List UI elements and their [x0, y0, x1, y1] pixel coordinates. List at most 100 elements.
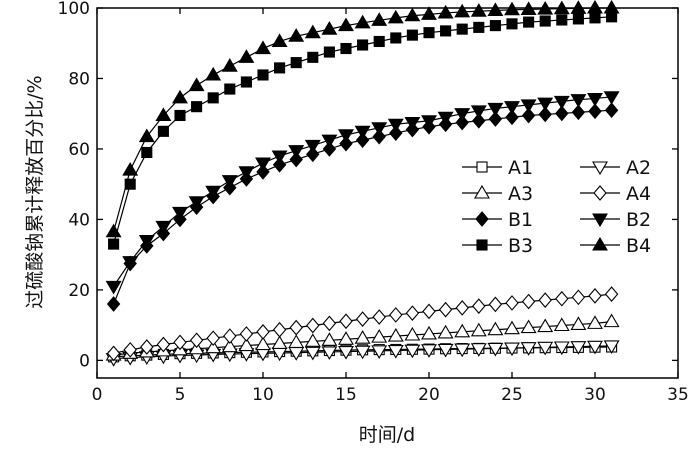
x-tick-label: 30: [584, 385, 606, 405]
data-point-a4: [389, 307, 403, 323]
data-point-b1: [289, 151, 303, 168]
legend-label: B2: [626, 209, 651, 231]
data-point-b4: [421, 6, 437, 20]
data-point-b1: [106, 296, 121, 312]
legend-marker: [592, 161, 608, 176]
data-point-b3: [191, 101, 203, 113]
data-point-b2: [354, 125, 371, 140]
data-point-b2: [205, 185, 222, 200]
data-point-b2: [454, 108, 471, 122]
data-point-b4: [387, 9, 404, 24]
data-point-b4: [487, 2, 504, 17]
data-point-a4: [223, 328, 237, 344]
data-point-b1: [588, 103, 602, 120]
data-point-a3: [470, 322, 487, 337]
data-point-a3: [371, 329, 388, 343]
x-tick-label: 10: [252, 385, 274, 405]
legend-marker: [476, 239, 488, 251]
data-point-b3: [406, 29, 418, 41]
data-point-b1: [505, 109, 519, 126]
data-point-a4: [538, 292, 552, 308]
data-point-b1: [389, 125, 403, 141]
data-point-b1: [604, 102, 619, 119]
data-point-a4: [604, 286, 619, 302]
data-point-a4: [289, 319, 303, 336]
y-tick-label: 40: [68, 210, 90, 230]
data-point-b3: [572, 13, 584, 25]
legend-item-a1: A1: [462, 157, 533, 179]
data-point-b3: [141, 146, 153, 159]
data-point-b3: [274, 62, 286, 74]
data-point-b3: [224, 83, 236, 95]
data-point-b2: [504, 101, 520, 115]
data-point-a4: [571, 289, 586, 306]
data-point-b1: [306, 146, 320, 163]
data-point-b4: [371, 12, 388, 26]
data-point-a2: [371, 345, 388, 359]
data-point-b2: [421, 115, 437, 129]
data-point-a3: [221, 338, 238, 353]
data-point-b4: [188, 77, 205, 92]
data-point-b4: [138, 128, 155, 143]
data-point-a3: [570, 316, 587, 330]
y-tick-label: 60: [68, 140, 90, 160]
data-point-b3: [157, 125, 169, 137]
data-point-b3: [323, 46, 335, 58]
data-point-b4: [255, 40, 271, 55]
data-point-a3: [404, 326, 421, 341]
data-point-b4: [238, 49, 255, 63]
data-point-b1: [372, 128, 386, 145]
data-point-b2: [271, 150, 288, 165]
data-point-b1: [339, 135, 353, 152]
data-point-a3: [487, 321, 504, 336]
data-point-a2: [587, 340, 603, 355]
legend-marker: [475, 211, 489, 227]
data-point-b4: [155, 107, 172, 122]
data-point-b2: [255, 157, 271, 172]
legend-marker: [593, 185, 607, 201]
data-point-a4: [106, 345, 121, 362]
data-point-b4: [288, 28, 305, 42]
data-point-b2: [172, 206, 188, 221]
data-point-a2: [321, 346, 338, 361]
data-point-a4: [405, 305, 420, 322]
data-point-a3: [304, 333, 321, 347]
data-point-b3: [174, 109, 186, 122]
data-point-b1: [521, 107, 536, 124]
data-point-b2: [404, 116, 421, 131]
data-point-b3: [307, 51, 319, 63]
legend-marker: [476, 161, 488, 173]
data-point-a4: [239, 326, 254, 342]
data-point-a4: [472, 298, 486, 314]
data-point-a2: [537, 341, 554, 356]
y-tick-label: 80: [68, 69, 90, 89]
data-point-b3: [108, 238, 120, 250]
legend-item-b1: B1: [462, 209, 533, 231]
data-point-b1: [256, 164, 270, 180]
data-point-a4: [256, 323, 270, 340]
y-tick-label: 20: [68, 281, 90, 301]
data-point-b2: [537, 97, 554, 112]
data-point-a3: [288, 334, 305, 348]
data-point-b3: [589, 12, 601, 24]
data-point-b3: [539, 15, 551, 27]
data-point-b1: [571, 104, 586, 121]
legend-item-b4: B4: [580, 235, 651, 257]
data-point-b3: [124, 178, 136, 190]
legend-label: B3: [508, 235, 533, 257]
data-point-b4: [470, 3, 487, 17]
data-point-b4: [520, 1, 537, 15]
y-tick-label: 0: [79, 351, 90, 371]
data-point-a4: [422, 303, 436, 320]
data-point-a3: [238, 337, 255, 352]
data-point-b3: [357, 39, 369, 51]
data-point-b3: [207, 92, 219, 104]
data-point-b3: [373, 35, 385, 48]
data-point-b2: [238, 166, 255, 180]
data-point-b2: [520, 99, 537, 113]
data-point-a4: [372, 309, 386, 325]
data-point-a2: [387, 344, 404, 359]
data-point-b4: [553, 0, 570, 15]
data-point-a3: [454, 323, 471, 338]
legend-marker: [592, 236, 608, 251]
